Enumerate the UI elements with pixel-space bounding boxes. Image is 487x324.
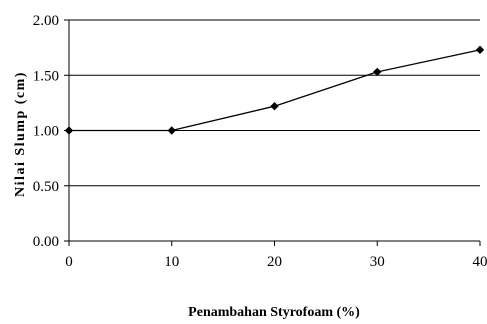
data-point-marker: [373, 67, 382, 77]
data-point-marker: [475, 45, 485, 55]
x-tick-label: 10: [164, 254, 179, 270]
axis-layer: [64, 19, 481, 246]
x-tick-label: 0: [65, 254, 73, 270]
series-layer: [64, 45, 485, 135]
x-tick-label: 20: [267, 254, 282, 270]
data-point-marker: [64, 126, 74, 135]
x-tick-label: 40: [473, 254, 487, 270]
data-point-marker: [270, 101, 279, 111]
y-axis-title: Nilai Slump (cm): [13, 71, 28, 197]
y-tick-label: 1.50: [33, 68, 59, 84]
y-tick-label: 0.50: [33, 179, 59, 195]
y-tick-label: 1.00: [33, 124, 59, 140]
y-tick-label: 2.00: [33, 13, 59, 29]
x-axis-title: Penambahan Styrofoam (%): [188, 305, 360, 320]
y-tick-label: 0.00: [33, 234, 59, 250]
label-layer: 0.00 0.50 1.00 1.50 2.00 0 10 20 30 40: [33, 13, 487, 270]
data-point-marker: [167, 126, 176, 135]
series-line: [69, 49, 481, 132]
x-tick-label: 30: [370, 254, 385, 270]
